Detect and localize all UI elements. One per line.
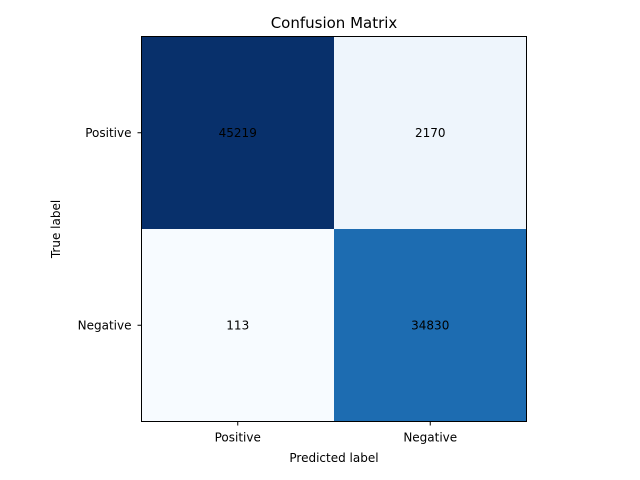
y-tick-label-0: Positive [85, 126, 131, 140]
cell-value-r1-c1: 34830 [411, 318, 449, 332]
x-tick-label-1: Negative [403, 431, 457, 445]
heatmap-cell-r0-c1 [334, 36, 527, 229]
chart-title: Confusion Matrix [271, 14, 398, 32]
x-axis-label: Predicted label [289, 451, 378, 465]
heatmap-cell-r1-c1 [334, 229, 527, 422]
y-tick-label-1: Negative [78, 318, 132, 332]
heatmap-cells: 45219 2170 113 34830 [141, 36, 527, 422]
heatmap-cell-r1-c0 [141, 229, 334, 422]
y-axis-label: True label [49, 200, 63, 259]
plot-frame [141, 36, 527, 422]
axis-ticks: Positive Negative Positive Negative [78, 126, 458, 445]
x-tick-label-0: Positive [215, 431, 261, 445]
heatmap-cell-r0-c0 [141, 36, 334, 229]
cell-value-r1-c0: 113 [226, 318, 249, 332]
cell-value-r0-c1: 2170 [415, 126, 446, 140]
cell-value-r0-c0: 45219 [219, 126, 257, 140]
